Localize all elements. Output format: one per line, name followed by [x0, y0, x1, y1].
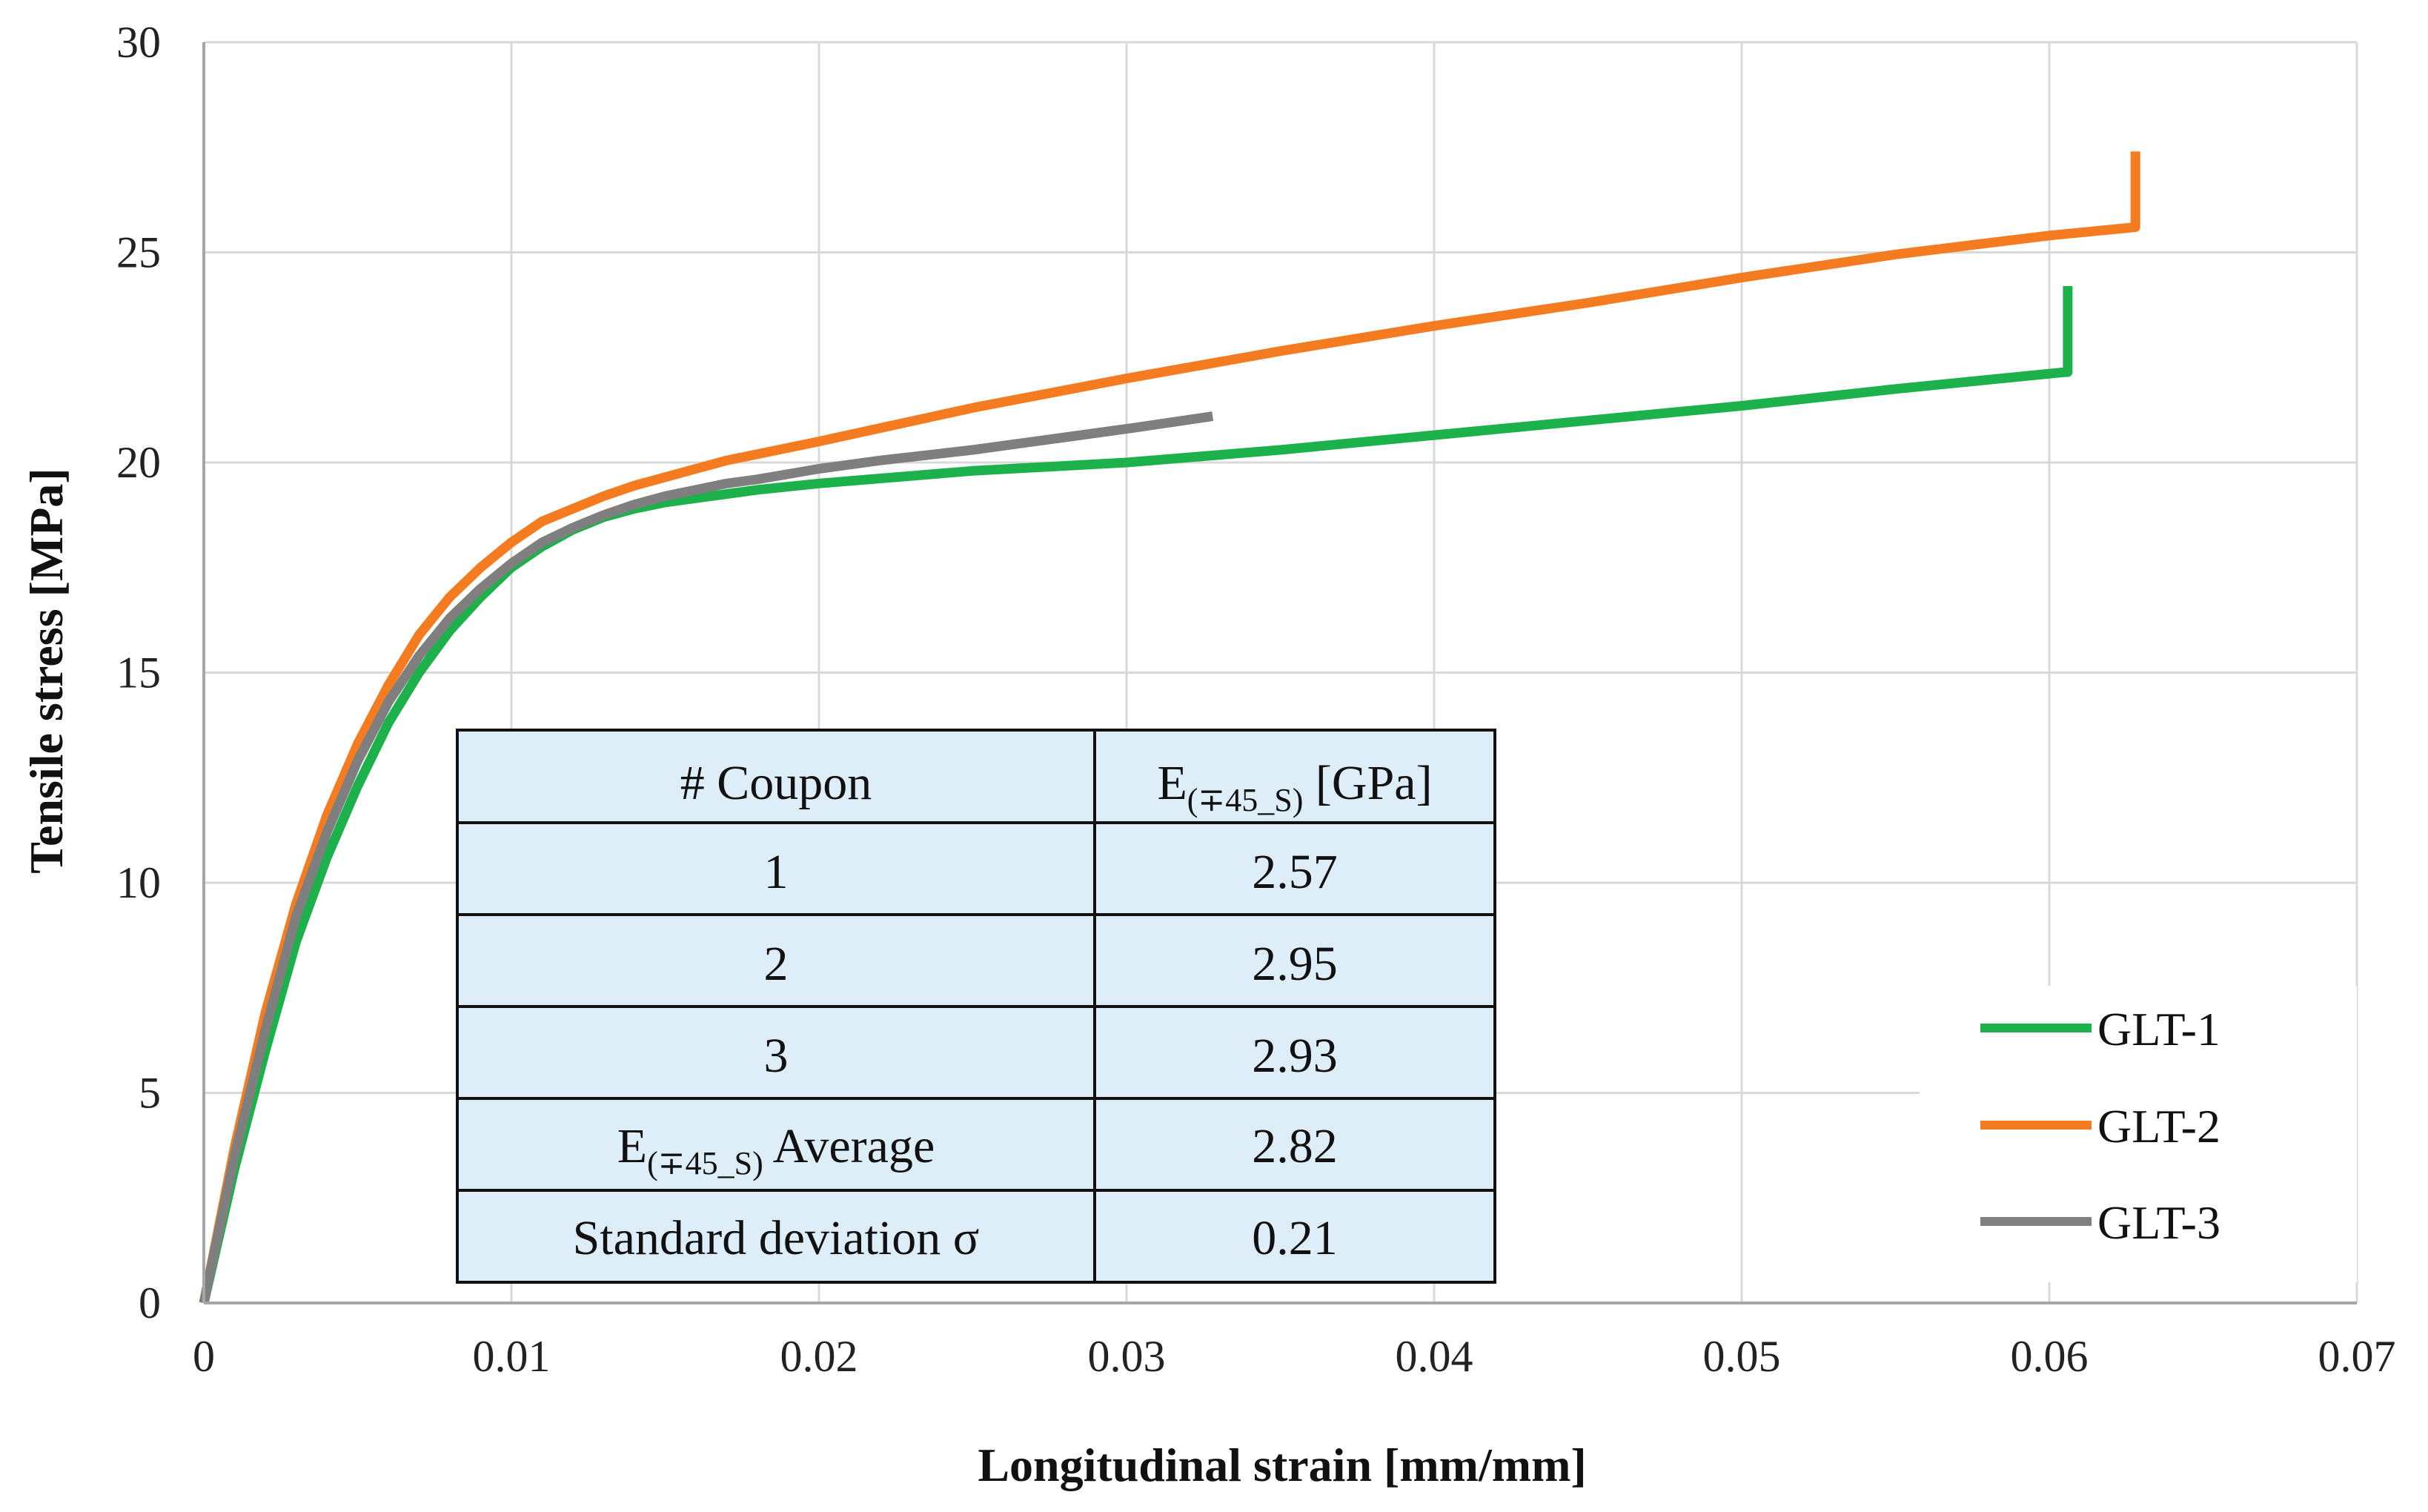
- y-axis-title: Tensile stress [MPa]: [20, 468, 73, 874]
- table-header-coupon: # Coupon: [680, 756, 872, 810]
- series-line-glt-2: [199, 151, 2140, 1304]
- legend-label-glt-1: GLT-1: [2097, 1003, 2220, 1055]
- legend-background: [1920, 986, 2357, 1282]
- y-tick-label: 0: [139, 1279, 161, 1327]
- y-tick-label: 5: [139, 1069, 161, 1118]
- table-cell-average-label: E(∓45_S) Average: [617, 1119, 935, 1181]
- series-line-glt-3: [199, 411, 1214, 1304]
- average-label-subscript: (∓45_S): [647, 1145, 763, 1181]
- average-label-text: Average: [763, 1119, 935, 1173]
- x-tick-label: 0.07: [2318, 1332, 2396, 1381]
- y-tick-label: 10: [116, 858, 161, 907]
- table-header-modulus-subscript: (∓45_S): [1187, 782, 1304, 818]
- y-tick-label: 30: [116, 18, 161, 67]
- modulus-table: # Coupon E(∓45_S) [GPa] 1 2.57 2 2.95 3 …: [456, 729, 1496, 1284]
- axes: 0 0.01 0.02 0.03 0.04 0.05 0.06 0.07 0 5 10 15 20 25 3…: [116, 18, 2396, 1381]
- legend-label-glt-2: GLT-2: [2097, 1100, 2220, 1153]
- y-tick-label: 15: [116, 649, 161, 697]
- x-tick-label: 0.04: [1396, 1332, 1473, 1381]
- table-cell-modulus-1: 2.57: [1252, 845, 1338, 899]
- series-line-glt-1: [199, 285, 2073, 1304]
- x-tick-label: 0.01: [473, 1332, 551, 1381]
- table-cell-modulus-3: 2.93: [1252, 1029, 1338, 1083]
- x-axis-title: Longitudinal strain [mm/mm]: [978, 1439, 1586, 1491]
- legend-item-glt-3: GLT-3: [1980, 1196, 2220, 1249]
- average-label-symbol: E: [617, 1119, 647, 1173]
- table-cell-coupon-1: 1: [764, 845, 789, 899]
- x-tick-label: 0.05: [1703, 1332, 1781, 1381]
- x-tick-label: 0: [193, 1332, 215, 1381]
- x-tick-label: 0.02: [780, 1332, 858, 1381]
- table-header-modulus: E(∓45_S) [GPa]: [1157, 756, 1432, 818]
- table-cell-average-value: 2.82: [1252, 1119, 1338, 1173]
- table-header-modulus-unit: [GPa]: [1303, 756, 1432, 810]
- table-header-modulus-symbol: E: [1157, 756, 1187, 810]
- table-cell-coupon-3: 3: [764, 1029, 789, 1083]
- x-tick-label: 0.06: [2011, 1332, 2089, 1381]
- y-tick-label: 20: [116, 438, 161, 487]
- table-cell-std-value: 0.21: [1252, 1211, 1338, 1265]
- x-tick-label: 0.03: [1088, 1332, 1166, 1381]
- table-cell-coupon-2: 2: [764, 937, 789, 991]
- table-cell-std-label: Standard deviation σ: [573, 1211, 980, 1265]
- legend-label-glt-3: GLT-3: [2097, 1196, 2220, 1249]
- y-tick-label: 25: [116, 228, 161, 277]
- table-cell-modulus-2: 2.95: [1252, 937, 1338, 991]
- legend-item-glt-2: GLT-2: [1980, 1100, 2220, 1153]
- legend-item-glt-1: GLT-1: [1980, 1003, 2220, 1055]
- series-lines: [199, 151, 2140, 1304]
- legend: GLT-1 GLT-2 GLT-3: [1920, 986, 2357, 1282]
